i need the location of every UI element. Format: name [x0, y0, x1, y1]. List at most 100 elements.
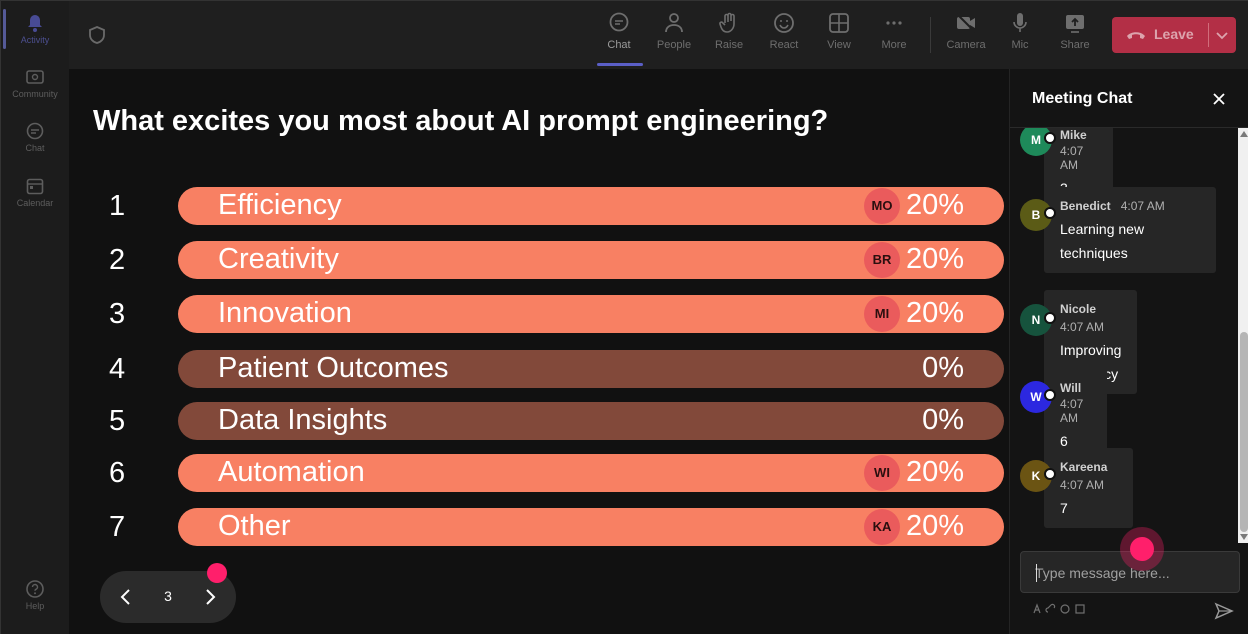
leave-button[interactable]: Leave [1112, 17, 1236, 53]
option-number: 5 [109, 405, 126, 437]
rail-item-calendar[interactable]: Calendar [1, 176, 69, 208]
help-icon [26, 580, 44, 598]
option-percentage: 0% [922, 404, 964, 436]
toolbar-button-label: Chat [607, 39, 631, 51]
poll-option-row[interactable]: 7 Other KA 20% [93, 508, 1005, 546]
poll-option-row[interactable]: 6 Automation WI 20% [93, 454, 1005, 492]
meeting-chat-panel: Meeting Chat Mike4:07 AM3MBenedict4:07 A… [1009, 69, 1248, 634]
message-time: 4:07 AM [1060, 144, 1084, 172]
toolbar-view-button[interactable]: View [814, 11, 864, 51]
message-text: 7 [1060, 500, 1068, 516]
toolbar-button-label: People [656, 39, 692, 51]
poll-option-row[interactable]: 3 Innovation MI 20% [93, 295, 1005, 333]
more-icon [886, 21, 902, 25]
option-label: Efficiency [218, 189, 342, 221]
message-bubble: Benedict 4:07 AM Learning new techniques [1044, 187, 1216, 273]
scroll-up-arrow[interactable] [1240, 131, 1248, 137]
poll-option-row[interactable]: 2 Creativity BR 20% [93, 241, 1005, 279]
option-number: 3 [109, 298, 126, 330]
toolbar-share-button[interactable]: Share [1050, 11, 1100, 51]
option-percentage: 20% [905, 456, 964, 488]
page-number: 3 [164, 588, 172, 604]
hangup-icon [1127, 32, 1145, 39]
poll-option-row[interactable]: 4 Patient Outcomes 0% [93, 350, 1005, 388]
toolbar-button-label: React [769, 39, 799, 51]
smile-icon [774, 13, 794, 33]
chevron-down-icon[interactable] [1214, 27, 1230, 43]
sender-name: Nicole [1060, 302, 1097, 316]
toolbar-people-button[interactable]: People [649, 11, 699, 51]
active-tab-underline [597, 63, 643, 66]
shield-icon[interactable] [87, 25, 107, 45]
toolbar-mic-button[interactable]: Mic [995, 11, 1045, 51]
voter-avatar: BR [864, 242, 900, 278]
option-percentage: 20% [905, 189, 964, 221]
sender-name: Will [1060, 381, 1082, 395]
presence-indicator [1044, 389, 1056, 401]
rail-item-label: Chat [25, 143, 45, 153]
compose-box[interactable] [1020, 551, 1241, 594]
option-percentage: 20% [905, 297, 964, 329]
active-indicator [3, 9, 6, 49]
option-bar[interactable]: Patient Outcomes 0% [178, 350, 1004, 388]
rail-item-activity[interactable]: Activity [1, 13, 69, 45]
chat-icon [609, 12, 629, 32]
message-input[interactable] [1021, 552, 1241, 594]
option-number: 4 [109, 353, 126, 385]
option-bar[interactable]: Data Insights 0% [178, 402, 1004, 440]
scroll-down-arrow[interactable] [1240, 534, 1248, 540]
option-number: 2 [109, 244, 126, 276]
voter-avatar: WI [864, 455, 900, 491]
rail-item-community[interactable]: Community [1, 67, 69, 99]
rail-item-label: Community [12, 89, 58, 99]
rail-item-chat[interactable]: Chat [1, 121, 69, 153]
chevron-left-icon[interactable] [114, 585, 138, 609]
option-number: 6 [109, 457, 126, 489]
sender-name: Mike [1060, 128, 1087, 142]
rail-item-label: Help [25, 601, 45, 611]
poll-stage: What excites you most about AI prompt en… [69, 69, 1009, 634]
message-bubble: Kareena 4:07 AM 7 [1044, 448, 1134, 528]
option-bar[interactable]: Innovation MI 20% [178, 295, 1004, 333]
toolbar-raise-button[interactable]: Raise [704, 11, 754, 51]
presence-indicator [1044, 468, 1056, 480]
option-label: Data Insights [218, 404, 388, 436]
text-caret [1036, 564, 1037, 582]
meeting-toolbar: Chat People Raise React View More Camera [69, 1, 1248, 69]
rail-item-help[interactable]: Help [1, 579, 69, 611]
message-time: 4:07 AM [1060, 478, 1105, 492]
toolbar-chat-button[interactable]: Chat [594, 11, 644, 51]
chat-scrollbar[interactable] [1238, 128, 1248, 543]
format-icons[interactable] [1032, 603, 1092, 615]
message-text: 6 [1060, 433, 1068, 449]
mic-icon [1013, 13, 1027, 32]
presence-indicator [1044, 207, 1056, 219]
poll-option-row[interactable]: 5 Data Insights 0% [93, 402, 1005, 440]
share-icon [1066, 15, 1084, 33]
option-label: Other [218, 510, 291, 542]
send-icon[interactable] [1214, 601, 1234, 621]
option-bar[interactable]: Automation WI 20% [178, 454, 1004, 492]
toolbar-button-label: Share [1060, 39, 1090, 51]
message-time: 4:07 AM [1060, 397, 1084, 425]
close-icon[interactable] [1210, 90, 1228, 108]
people-icon [665, 13, 683, 33]
toolbar-camera-button[interactable]: Camera [941, 11, 991, 51]
poll-option-row[interactable]: 1 Efficiency MO 20% [93, 187, 1005, 225]
toolbar-more-button[interactable]: More [869, 11, 919, 51]
click-indicator [207, 563, 227, 583]
scroll-thumb[interactable] [1240, 332, 1248, 532]
chevron-right-icon[interactable] [198, 585, 222, 609]
rail-item-label: Calendar [16, 198, 54, 208]
option-bar[interactable]: Creativity BR 20% [178, 241, 1004, 279]
toolbar-react-button[interactable]: React [759, 11, 809, 51]
toolbar-divider [930, 17, 931, 53]
option-bar[interactable]: Other KA 20% [178, 508, 1004, 546]
option-bar[interactable]: Efficiency MO 20% [178, 187, 1004, 225]
bell-icon [28, 15, 42, 32]
option-label: Automation [218, 456, 365, 488]
left-rail: Activity Community Chat Calendar Help [1, 1, 69, 634]
option-percentage: 0% [922, 352, 964, 384]
